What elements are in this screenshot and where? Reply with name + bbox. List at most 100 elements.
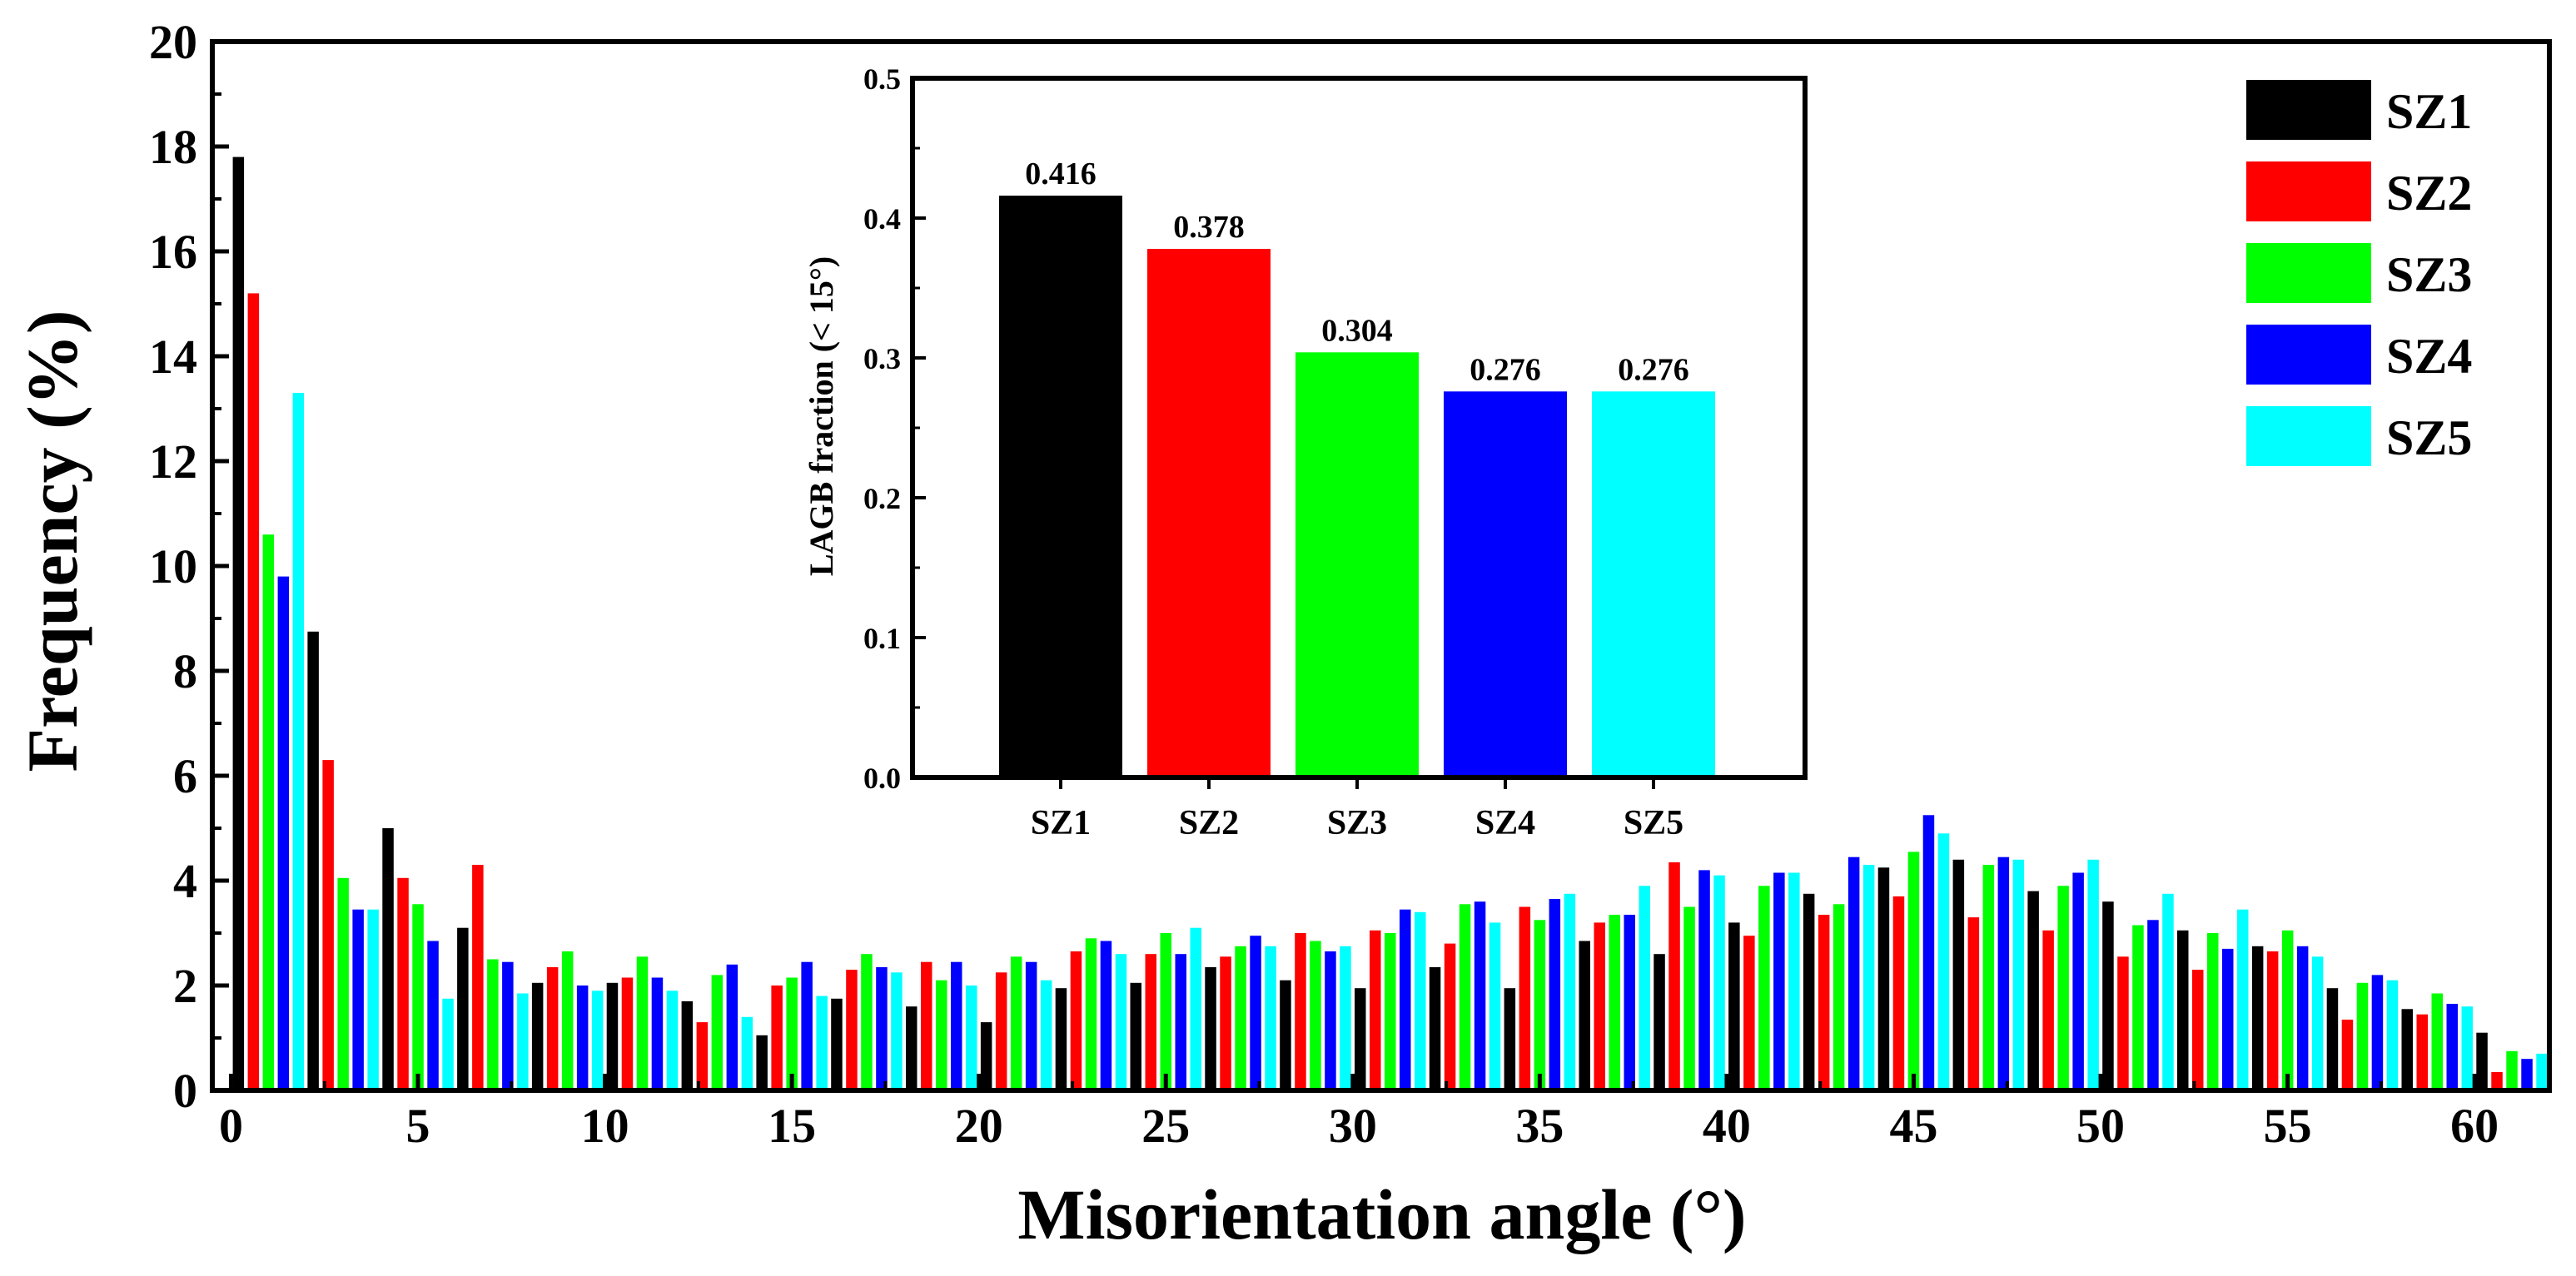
- bar-sz1-bin-45: [1877, 867, 1890, 1091]
- inset-bar-sz2: [1147, 249, 1271, 777]
- inset-y-tick-label: 0.1: [863, 622, 901, 655]
- bar-sz2-bin-21: [995, 972, 1007, 1091]
- x-tick-label: 0: [219, 1099, 243, 1153]
- bar-sz2-bin-61: [2491, 1072, 2503, 1090]
- bar-sz2-bin-41: [1743, 936, 1755, 1090]
- legend: SZ1 SZ2 SZ3 SZ4 SZ5: [2246, 80, 2472, 466]
- bar-sz3-bin-43: [1833, 904, 1845, 1090]
- bar-sz4-bin-1: [277, 576, 290, 1090]
- bar-sz4-bin-45: [1922, 815, 1935, 1091]
- x-tick-label: 35: [1515, 1099, 1564, 1153]
- bar-sz4-bin-15: [801, 961, 813, 1090]
- bar-sz4-bin-57: [2371, 975, 2384, 1090]
- y-tick-label: 2: [173, 959, 197, 1013]
- bar-sz3-bin-5: [412, 904, 424, 1090]
- bar-sz2-bin-53: [2192, 970, 2204, 1090]
- inset-category-label-sz4: SZ4: [1475, 804, 1535, 842]
- bar-sz4-bin-23: [1100, 941, 1112, 1090]
- bar-sz5-bin-41: [1788, 872, 1800, 1090]
- bar-sz5-bin-19: [966, 986, 977, 1090]
- inset-category-label-sz1: SZ1: [1031, 804, 1091, 842]
- inset-bar-sz4: [1444, 391, 1567, 777]
- bar-sz2-bin-15: [771, 986, 783, 1090]
- legend-swatch-sz4: [2246, 325, 2371, 385]
- bar-sz3-bin-17: [861, 954, 873, 1090]
- bar-sz4-bin-39: [1698, 870, 1710, 1090]
- bar-sz2-bin-17: [846, 970, 858, 1090]
- bar-sz5-bin-39: [1713, 875, 1725, 1090]
- x-tick-label: 25: [1141, 1099, 1190, 1153]
- bar-sz3-bin-19: [936, 980, 947, 1090]
- bar-sz4-bin-43: [1847, 856, 1860, 1090]
- bar-sz5-bin-33: [1489, 922, 1501, 1090]
- bar-sz1-bin-31: [1355, 988, 1366, 1090]
- bar-sz1-bin-11: [606, 982, 619, 1090]
- bar-sz4-bin-59: [2446, 1004, 2458, 1090]
- y-tick-label: 6: [173, 749, 197, 803]
- inset-category-label-sz2: SZ2: [1179, 804, 1239, 842]
- bar-sz5-bin-35: [1564, 893, 1576, 1091]
- bar-sz2-bin-37: [1594, 922, 1605, 1090]
- bar-sz1-bin-13: [681, 1000, 694, 1090]
- bar-sz3-bin-35: [1534, 920, 1546, 1091]
- bar-sz1-bin-1: [232, 156, 245, 1091]
- y-tick-label: 10: [149, 539, 197, 593]
- bar-sz1-bin-5: [382, 828, 394, 1090]
- bar-sz2-bin-25: [1145, 954, 1156, 1090]
- bar-sz1-bin-7: [457, 927, 469, 1090]
- y-tick-label: 16: [149, 225, 197, 279]
- bar-sz3-bin-27: [1235, 946, 1246, 1091]
- bar-sz2-bin-3: [322, 760, 334, 1090]
- bar-sz1-bin-51: [2102, 901, 2114, 1090]
- inset-bar-sz1: [999, 196, 1122, 778]
- x-tick-label: 5: [406, 1099, 430, 1153]
- bar-sz5-bin-45: [1937, 833, 1950, 1090]
- bar-sz1-bin-35: [1504, 988, 1516, 1090]
- bar-sz3-bin-37: [1609, 915, 1620, 1090]
- bar-sz2-bin-51: [2117, 956, 2129, 1090]
- bar-sz4-bin-31: [1400, 909, 1411, 1090]
- bar-sz4-bin-5: [427, 941, 439, 1090]
- bar-sz2-bin-9: [546, 967, 559, 1090]
- bar-sz4-bin-7: [502, 961, 514, 1090]
- inset-bar-sz5: [1592, 391, 1715, 777]
- bar-sz3-bin-31: [1385, 933, 1396, 1090]
- bar-sz3-bin-47: [1982, 865, 1995, 1090]
- legend-swatch-sz5: [2246, 406, 2371, 466]
- bar-sz3-bin-11: [636, 956, 649, 1090]
- bar-sz4-bin-61: [2521, 1059, 2533, 1090]
- bar-sz1-bin-27: [1205, 967, 1216, 1090]
- bar-sz4-bin-51: [2147, 920, 2159, 1091]
- bar-sz1-bin-41: [1728, 922, 1740, 1090]
- bar-sz2-bin-1: [247, 293, 260, 1090]
- bar-sz1-bin-39: [1654, 954, 1665, 1090]
- inset-y-axis-title: LAGB fraction (< 15°): [803, 256, 840, 576]
- bar-sz5-bin-29: [1340, 946, 1351, 1091]
- bar-sz1-bin-55: [2251, 946, 2264, 1091]
- inset-y-tick-label: 0.5: [863, 62, 901, 96]
- inset-y-tick-label: 0.0: [863, 762, 901, 795]
- bar-sz4-bin-17: [876, 967, 888, 1090]
- bar-sz4-bin-53: [2222, 948, 2234, 1090]
- bar-sz2-bin-5: [397, 877, 409, 1090]
- bar-sz4-bin-19: [951, 961, 962, 1090]
- inset-bars-group: 0.416 SZ1 0.378 SZ2 0.304 SZ3 0.276 SZ4 0.276 SZ5: [999, 156, 1715, 842]
- bar-sz1-bin-49: [2027, 891, 2039, 1090]
- bar-sz5-bin-25: [1190, 927, 1201, 1090]
- x-axis-title: Misorientation angle (°): [1017, 1174, 1746, 1254]
- legend-label-sz2: SZ2: [2386, 166, 2472, 221]
- bar-sz3-bin-59: [2431, 993, 2443, 1090]
- bar-sz1-bin-57: [2326, 988, 2339, 1090]
- inset-y-tick-label: 0.2: [863, 482, 901, 515]
- y-tick-label: 0: [173, 1064, 197, 1118]
- y-tick-label: 18: [149, 120, 197, 174]
- bar-sz3-bin-45: [1907, 851, 1920, 1090]
- x-tick-label: 55: [2264, 1099, 2312, 1153]
- bar-sz1-bin-21: [980, 1022, 992, 1090]
- x-tick-label: 20: [955, 1099, 1003, 1153]
- y-tick-label: 12: [149, 434, 197, 489]
- bar-sz2-bin-31: [1370, 930, 1381, 1090]
- bar-sz5-bin-15: [816, 995, 828, 1090]
